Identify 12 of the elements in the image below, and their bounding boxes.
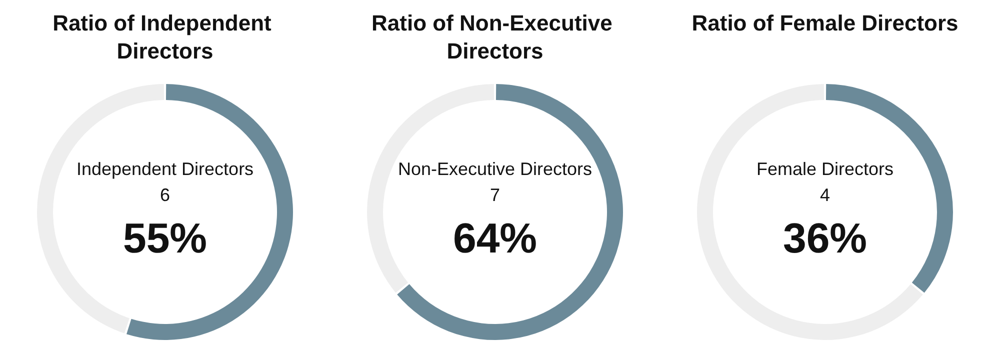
slice-label: Female Directors (756, 159, 894, 179)
chart-title: Ratio of Independent Directors (52, 10, 278, 64)
chart-title: Ratio of Non-Executive Directors (372, 10, 618, 64)
slice-label: Non-Executive Directors (398, 159, 592, 179)
data-label: 64% (452, 214, 538, 262)
text: 4 (820, 185, 830, 205)
text: 6 (160, 185, 170, 205)
slice-label: Independent Directors (76, 159, 254, 179)
chart-title: Ratio of Female Directors (692, 10, 958, 36)
data-label: 36% (782, 214, 868, 262)
data-label: 55% (122, 214, 208, 262)
text: 7 (490, 185, 500, 205)
